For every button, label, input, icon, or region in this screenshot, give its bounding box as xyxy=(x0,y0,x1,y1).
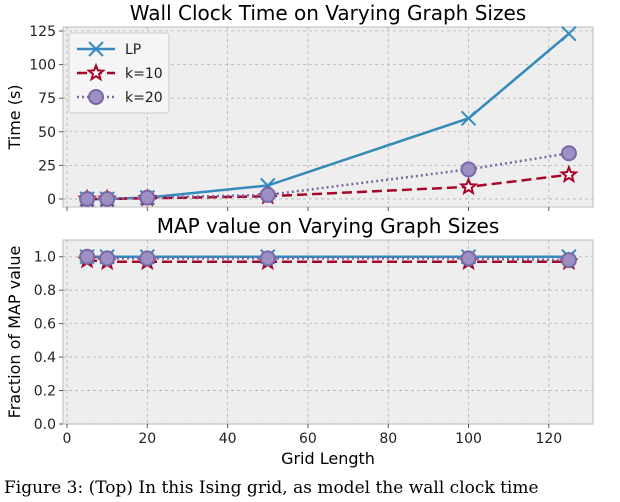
data-point-circle xyxy=(560,145,577,162)
y-tick-label: 100 xyxy=(29,58,56,74)
figure-caption: Figure 3: (Top) In this Ising grid, as m… xyxy=(4,478,539,498)
legend-label: k=10 xyxy=(125,66,163,82)
x-tick-label: 80 xyxy=(379,431,397,447)
data-point-circle xyxy=(99,190,116,207)
y-tick-label: 0.0 xyxy=(34,417,56,433)
legend-marker-star xyxy=(86,62,106,82)
y-tick-label: 0.4 xyxy=(34,350,56,366)
data-point-circle xyxy=(460,250,477,267)
y-tick-label: 0.6 xyxy=(34,317,56,333)
chart-title: Wall Clock Time on Varying Graph Sizes xyxy=(130,1,526,25)
y-tick-label: 75 xyxy=(38,91,56,107)
y-tick-label: 0.2 xyxy=(34,384,56,400)
data-point-x xyxy=(561,26,577,42)
legend-label: k=20 xyxy=(125,90,163,106)
x-axis-label: Grid Length xyxy=(281,449,375,468)
y-axis-label: Time (s) xyxy=(5,84,24,150)
x-tick-label: 0 xyxy=(63,431,72,447)
chart-wall-clock-time: 0 25 50 75 100 125 Wall Clock Time on Varying … xyxy=(5,1,594,211)
data-point-circle xyxy=(259,186,276,203)
x-tick-label: 20 xyxy=(138,431,156,447)
data-point-x xyxy=(460,110,477,127)
x-tick-label: 120 xyxy=(535,431,562,447)
plot-area xyxy=(62,239,594,425)
y-tick-label: 25 xyxy=(38,158,56,174)
y-tick-label: 125 xyxy=(29,24,56,40)
x-tick-label: 60 xyxy=(299,431,317,447)
data-point-circle xyxy=(139,189,156,206)
data-point-circle xyxy=(79,190,96,207)
y-tick-label: 0 xyxy=(47,192,56,208)
data-point-circle xyxy=(259,250,276,267)
x-tick-label: 40 xyxy=(219,431,237,447)
y-axis-label: Fraction of MAP value xyxy=(5,246,24,419)
y-tick-label: 0.8 xyxy=(34,283,56,299)
y-tick-label: 1.0 xyxy=(34,250,56,266)
data-point-star xyxy=(458,176,479,196)
chart-title: MAP value on Varying Graph Sizes xyxy=(157,214,500,238)
chart-map-value: 0.0 0.2 0.4 0.6 0.8 1.0 0 20 40 60 80 100 120 MAP val… xyxy=(5,214,594,468)
data-point-circle xyxy=(460,161,477,178)
x-tick-label: 100 xyxy=(455,431,482,447)
data-point-circle xyxy=(139,250,156,267)
legend-marker-circle xyxy=(88,89,104,105)
y-tick-label: 50 xyxy=(38,125,56,141)
legend-marker-x xyxy=(88,41,104,57)
data-point-circle xyxy=(99,250,116,267)
data-point-circle xyxy=(79,248,96,265)
data-point-star xyxy=(559,164,579,184)
legend-label: LP xyxy=(125,42,141,58)
data-point-circle xyxy=(560,252,577,269)
